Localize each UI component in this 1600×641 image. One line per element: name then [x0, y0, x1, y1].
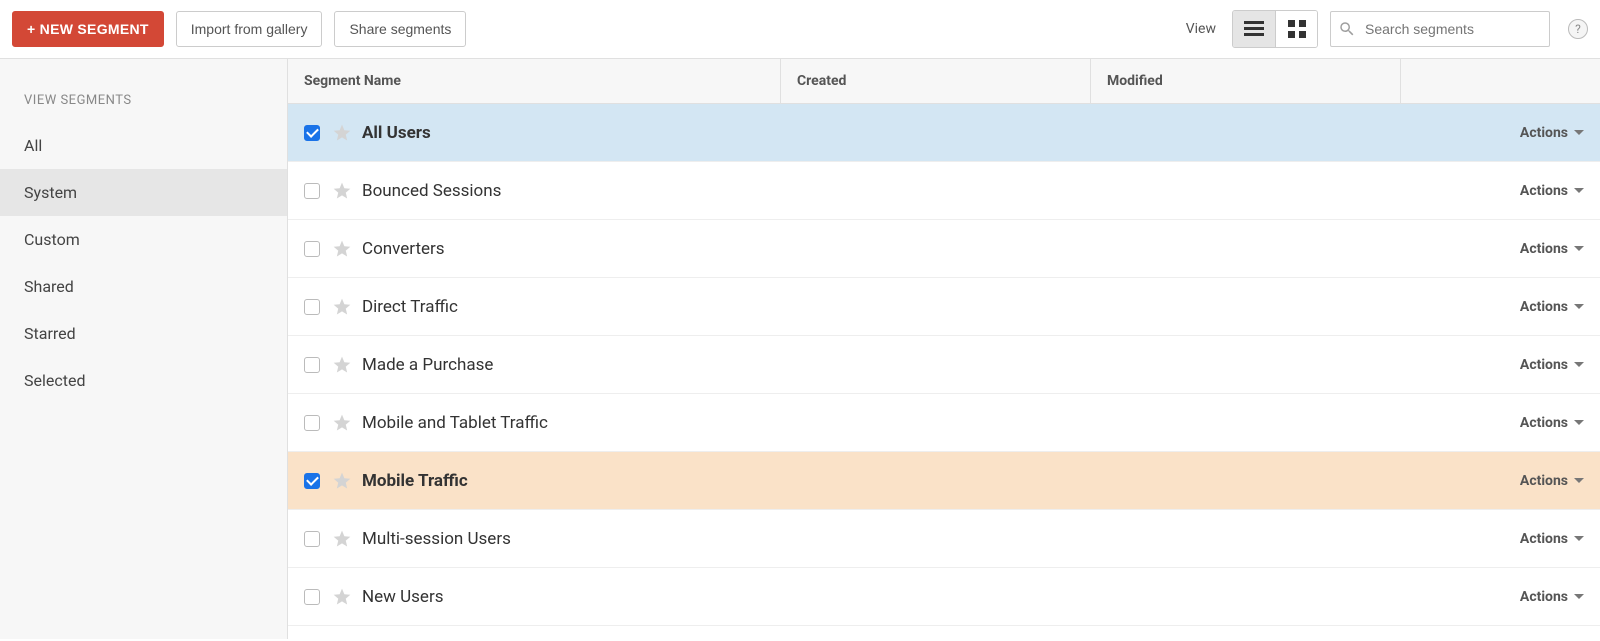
search-icon [1338, 20, 1356, 38]
chevron-down-icon [1574, 362, 1584, 367]
table-row[interactable]: Mobile Traffic Actions [288, 452, 1600, 510]
star-icon[interactable] [332, 297, 352, 317]
segment-checkbox[interactable] [304, 299, 320, 315]
sidebar-item-system[interactable]: System [0, 169, 287, 216]
actions-dropdown[interactable]: Actions [1520, 589, 1584, 605]
table-row[interactable]: Direct Traffic Actions [288, 278, 1600, 336]
chevron-down-icon [1574, 130, 1584, 135]
sidebar-item-starred[interactable]: Starred [0, 310, 287, 357]
share-segments-button[interactable]: Share segments [334, 11, 466, 47]
search-input[interactable] [1330, 11, 1550, 47]
grid-icon [1288, 20, 1306, 38]
segment-name: Mobile Traffic [362, 471, 468, 491]
import-from-gallery-button[interactable]: Import from gallery [176, 11, 323, 47]
segments-table: Segment Name Created Modified All UsersA… [288, 59, 1600, 639]
segment-name: Made a Purchase [362, 355, 493, 375]
table-row[interactable]: Made a Purchase Actions [288, 336, 1600, 394]
star-icon[interactable] [332, 587, 352, 607]
sidebar-item-all[interactable]: All [0, 122, 287, 169]
segment-checkbox[interactable] [304, 415, 320, 431]
segment-checkbox[interactable] [304, 589, 320, 605]
chevron-down-icon [1574, 536, 1584, 541]
segment-name: All Users [362, 123, 431, 143]
segment-name: New Users [362, 587, 443, 607]
star-icon[interactable] [332, 181, 352, 201]
actions-dropdown[interactable]: Actions [1520, 531, 1584, 547]
column-header-segment-name[interactable]: Segment Name [288, 59, 780, 103]
segment-checkbox[interactable] [304, 241, 320, 257]
sidebar: VIEW SEGMENTS AllSystemCustomSharedStarr… [0, 59, 288, 639]
segment-checkbox[interactable] [304, 125, 320, 141]
chevron-down-icon [1574, 594, 1584, 599]
top-toolbar: + NEW SEGMENT Import from gallery Share … [0, 0, 1600, 59]
star-icon[interactable] [332, 413, 352, 433]
segment-checkbox[interactable] [304, 183, 320, 199]
segment-name: Direct Traffic [362, 297, 458, 317]
star-icon[interactable] [332, 239, 352, 259]
actions-dropdown[interactable]: Actions [1520, 415, 1584, 431]
segment-name: Multi-session Users [362, 529, 511, 549]
sidebar-item-custom[interactable]: Custom [0, 216, 287, 263]
segment-checkbox[interactable] [304, 357, 320, 373]
column-header-actions [1400, 59, 1600, 103]
table-header: Segment Name Created Modified [288, 59, 1600, 104]
new-segment-button[interactable]: + NEW SEGMENT [12, 11, 164, 47]
segment-name: Converters [362, 239, 445, 259]
column-header-created[interactable]: Created [780, 59, 1090, 103]
table-row[interactable]: Mobile and Tablet Traffic Actions [288, 394, 1600, 452]
chevron-down-icon [1574, 246, 1584, 251]
main: VIEW SEGMENTS AllSystemCustomSharedStarr… [0, 59, 1600, 639]
chevron-down-icon [1574, 188, 1584, 193]
view-list-button[interactable] [1233, 11, 1275, 47]
actions-dropdown[interactable]: Actions [1520, 357, 1584, 373]
star-icon[interactable] [332, 471, 352, 491]
actions-dropdown[interactable]: Actions [1520, 125, 1584, 141]
star-icon[interactable] [332, 355, 352, 375]
segment-name: Bounced Sessions [362, 181, 501, 201]
chevron-down-icon [1574, 478, 1584, 483]
search-wrapper [1330, 11, 1550, 47]
view-toggle [1232, 10, 1318, 48]
sidebar-item-selected[interactable]: Selected [0, 357, 287, 404]
actions-dropdown[interactable]: Actions [1520, 473, 1584, 489]
table-row[interactable]: Converters Actions [288, 220, 1600, 278]
sidebar-item-shared[interactable]: Shared [0, 263, 287, 310]
sidebar-title: VIEW SEGMENTS [0, 93, 287, 122]
list-icon [1244, 21, 1264, 37]
table-row[interactable]: Bounced Sessions Actions [288, 162, 1600, 220]
table-row[interactable]: New Users Actions [288, 568, 1600, 626]
table-row[interactable]: Multi-session Users Actions [288, 510, 1600, 568]
table-row[interactable]: All Users Actions [288, 104, 1600, 162]
view-grid-button[interactable] [1275, 11, 1317, 47]
star-icon[interactable] [332, 123, 352, 143]
segment-checkbox[interactable] [304, 531, 320, 547]
actions-dropdown[interactable]: Actions [1520, 183, 1584, 199]
segment-name: Mobile and Tablet Traffic [362, 413, 548, 433]
segment-checkbox[interactable] [304, 473, 320, 489]
help-button[interactable]: ? [1568, 19, 1588, 39]
column-header-modified[interactable]: Modified [1090, 59, 1400, 103]
chevron-down-icon [1574, 304, 1584, 309]
star-icon[interactable] [332, 529, 352, 549]
chevron-down-icon [1574, 420, 1584, 425]
view-label: View [1186, 21, 1216, 37]
actions-dropdown[interactable]: Actions [1520, 241, 1584, 257]
actions-dropdown[interactable]: Actions [1520, 299, 1584, 315]
